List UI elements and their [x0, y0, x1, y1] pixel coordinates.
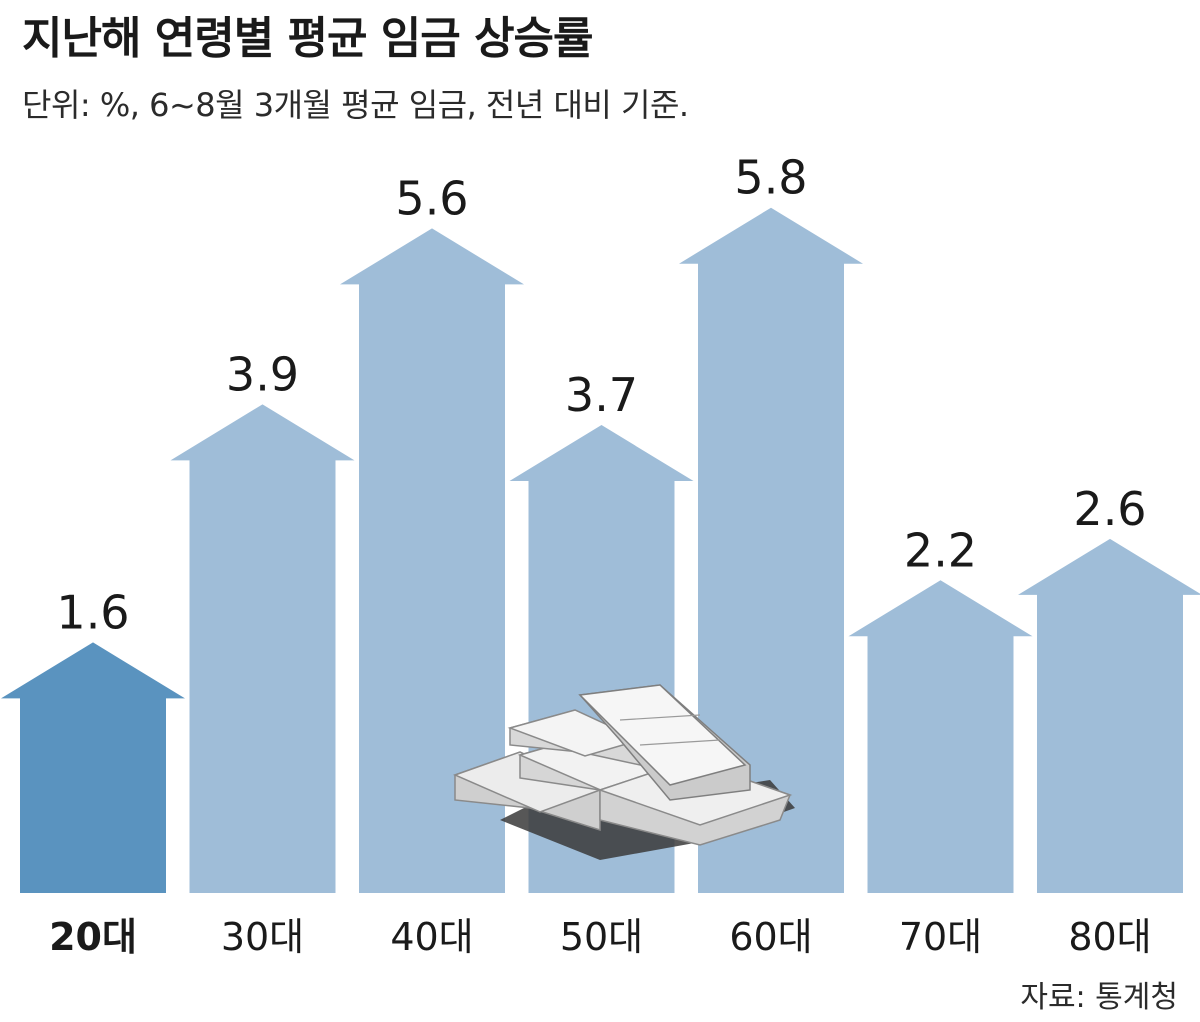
bar-30대 [170, 404, 355, 893]
value-label: 2.6 [1073, 482, 1146, 536]
bar-60대 [679, 207, 863, 893]
bar-20대 [1, 642, 185, 893]
value-label: 3.9 [226, 347, 299, 401]
category-label: 30대 [221, 915, 304, 959]
value-label: 2.2 [904, 523, 977, 577]
value-label: 1.6 [56, 585, 129, 639]
category-label: 50대 [560, 915, 643, 959]
money-stack-illustration [452, 684, 795, 860]
bar-40대 [340, 228, 524, 893]
category-label: 20대 [49, 915, 137, 959]
category-label: 60대 [729, 915, 812, 959]
value-label: 3.7 [565, 368, 638, 422]
value-label: 5.8 [734, 151, 807, 205]
category-label: 40대 [390, 915, 473, 959]
bar-80대 [1018, 538, 1200, 893]
category-label: 80대 [1068, 915, 1151, 959]
bar-70대 [848, 580, 1033, 893]
source-note: 자료: 통계청 [1020, 980, 1178, 1015]
chart-title: 지난해 연령별 평균 임금 상승률 [22, 13, 594, 64]
value-label: 5.6 [395, 171, 468, 225]
category-label: 70대 [899, 915, 982, 959]
chart-subtitle: 단위: %, 6~8월 3개월 평균 임금, 전년 대비 기준. [22, 86, 689, 124]
